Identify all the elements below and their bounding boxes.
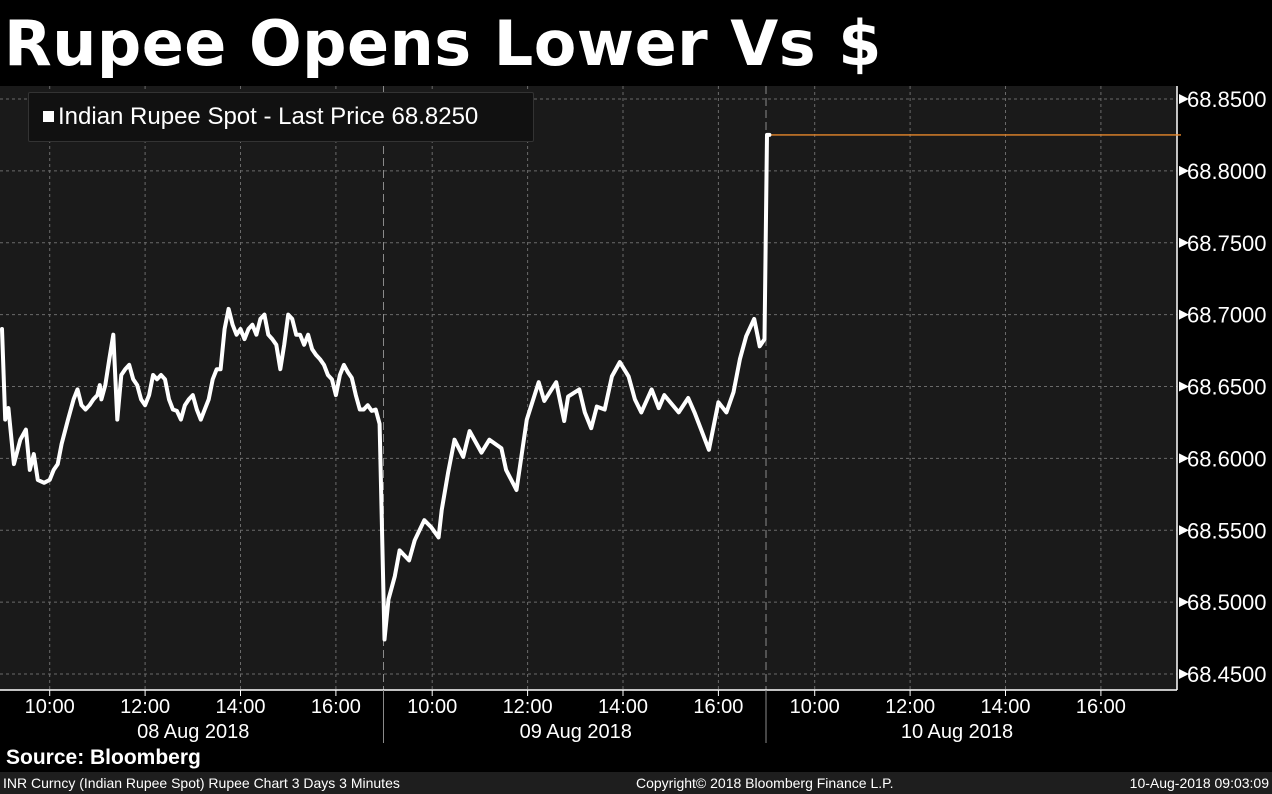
footer-copyright: Copyright© 2018 Bloomberg Finance L.P. (636, 775, 894, 791)
x-tick-label: 16:00 (311, 696, 361, 718)
footer-description: INR Curncy (Indian Rupee Spot) Rupee Cha… (3, 775, 400, 791)
legend: Indian Rupee Spot - Last Price 68.8250 (28, 92, 534, 142)
x-tick-label: 10:00 (790, 696, 840, 718)
y-tick-label: 68.7500 (1187, 231, 1267, 256)
series-layer (0, 132, 1181, 642)
y-tick-marker (1179, 597, 1189, 608)
x-tick-label: 14:00 (598, 696, 648, 718)
y-tick-label: 68.7000 (1187, 303, 1267, 328)
y-tick-marker (1179, 525, 1189, 536)
plot-area (0, 86, 1177, 690)
y-tick-label: 68.5000 (1187, 590, 1267, 615)
series-line-indian-rupee-spot (0, 132, 772, 642)
x-tick-label: 16:00 (1076, 696, 1126, 718)
x-day-label: 09 Aug 2018 (520, 721, 632, 743)
x-tick-label: 14:00 (980, 696, 1030, 718)
footer-bar: INR Curncy (Indian Rupee Spot) Rupee Cha… (0, 772, 1272, 794)
source-label: Source: Bloomberg (6, 746, 201, 769)
y-tick-marker (1179, 453, 1189, 464)
y-tick-label: 68.8000 (1187, 159, 1267, 184)
y-tick-marker (1179, 94, 1189, 104)
axes: 68.4500 68.5000 68.5500 68.6000 68.6500 68.70… (0, 86, 1267, 743)
x-tick-label: 12:00 (885, 696, 935, 718)
x-tick-label: 10:00 (25, 696, 75, 718)
y-tick-label: 68.6500 (1187, 375, 1267, 400)
legend-swatch (43, 111, 54, 122)
footer-timestamp: 10-Aug-2018 09:03:09 (1129, 775, 1269, 791)
legend-label: Indian Rupee Spot - Last Price 68.8250 (58, 103, 479, 130)
y-tick-marker (1179, 237, 1189, 248)
y-tick-label: 68.5500 (1187, 518, 1267, 543)
y-tick-marker (1179, 669, 1189, 679)
x-day-label: 08 Aug 2018 (137, 721, 249, 743)
x-tick-label: 10:00 (407, 696, 457, 718)
y-tick-marker (1179, 165, 1189, 176)
x-day-label: 10 Aug 2018 (901, 721, 1013, 743)
y-tick-label: 68.6000 (1187, 446, 1267, 471)
y-tick-marker (1179, 309, 1189, 320)
y-tick-label: 68.4500 (1187, 662, 1267, 687)
x-tick-label: 14:00 (215, 696, 265, 718)
x-tick-label: 12:00 (120, 696, 170, 718)
y-tick-label: 68.8500 (1187, 87, 1267, 112)
x-tick-label: 16:00 (693, 696, 743, 718)
chart-title: Rupee Opens Lower Vs $ (4, 7, 882, 80)
x-tick-label: 12:00 (503, 696, 553, 718)
y-tick-marker (1179, 381, 1189, 392)
